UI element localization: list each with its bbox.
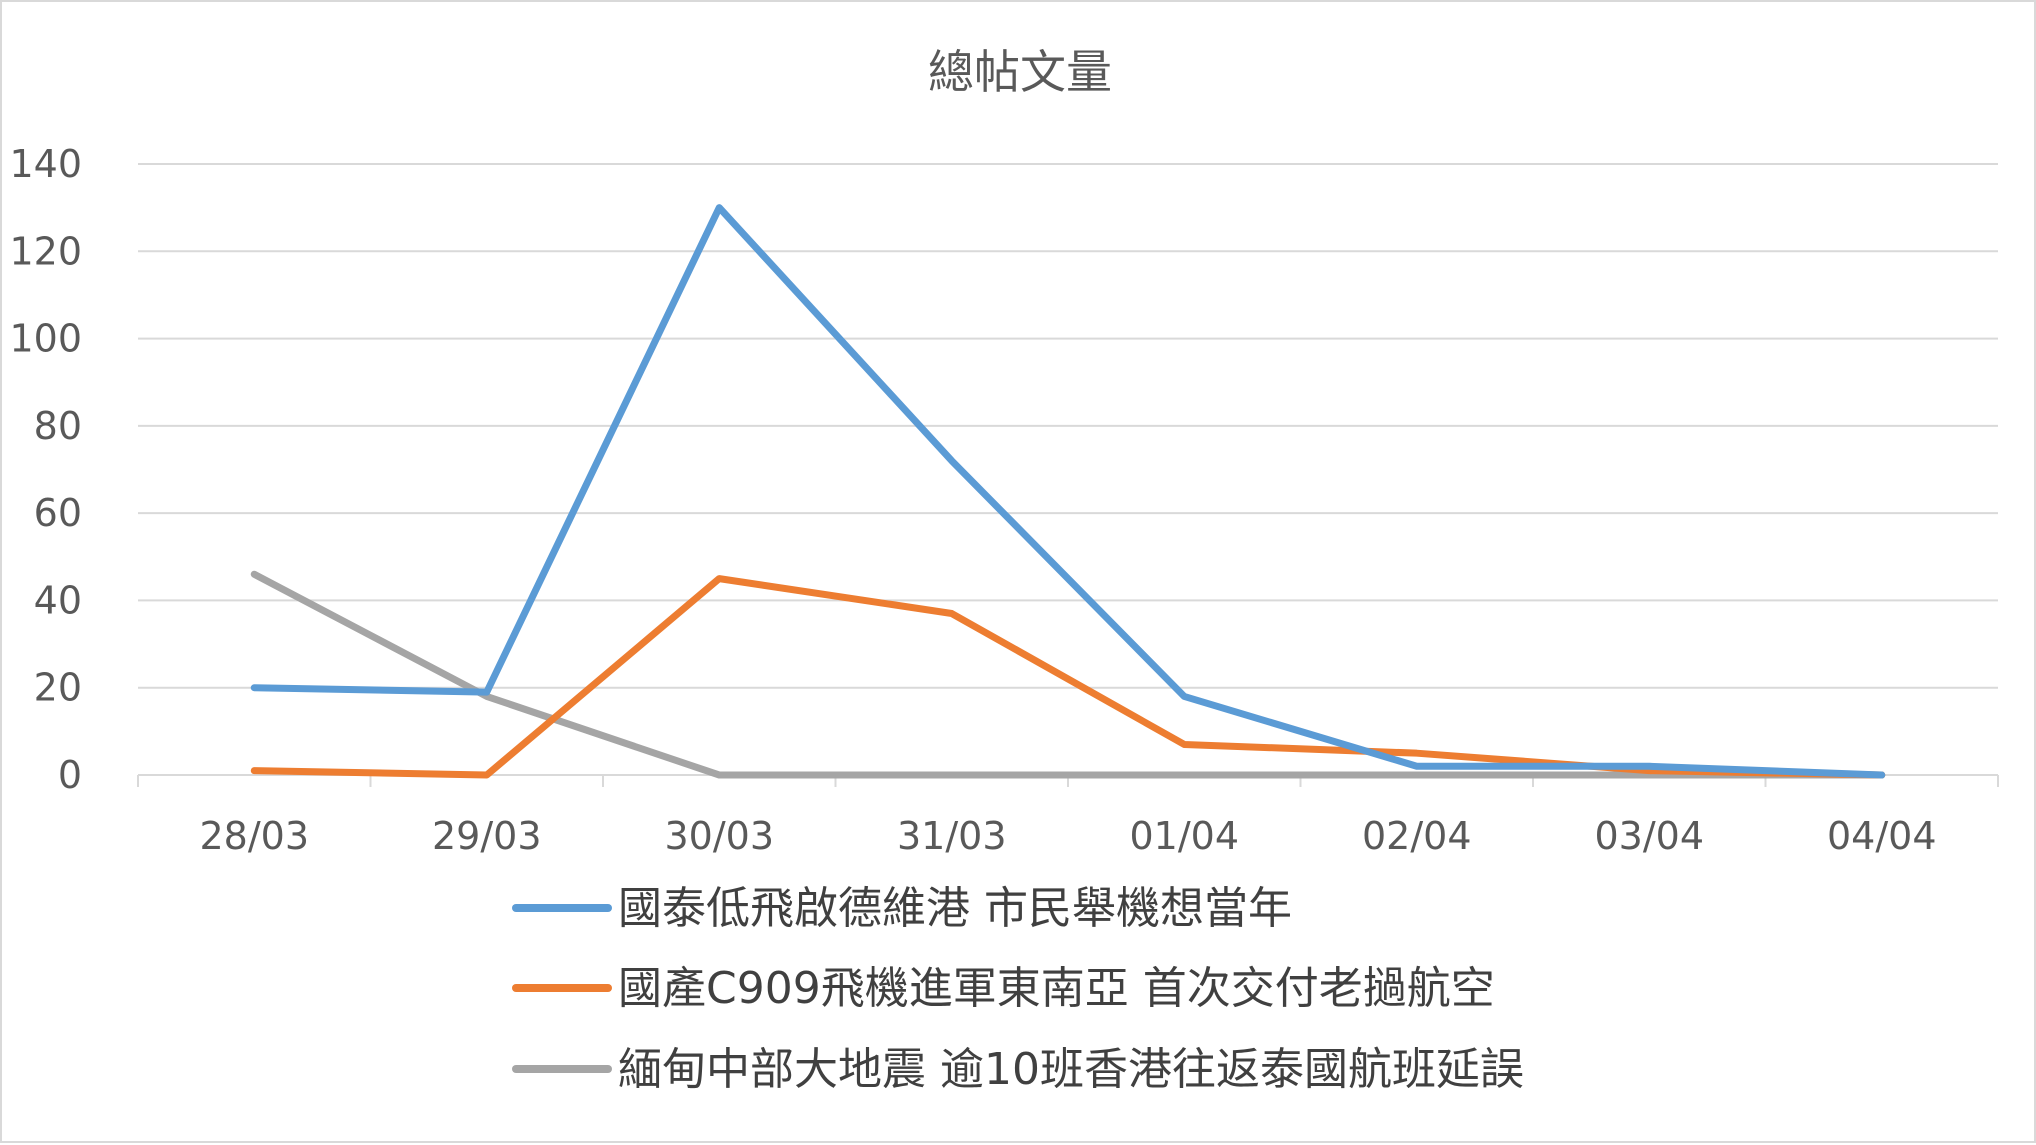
legend-label-2: 國產C909飛機進軍東南亞 首次交付老撾航空 (618, 963, 1495, 1014)
y-tick-label: 60 (34, 491, 82, 535)
x-tick-label: 29/03 (432, 814, 542, 858)
x-axis-ticks: 28/03 29/03 30/03 31/03 01/04 02/04 03/04 04/04 (199, 814, 1936, 858)
x-tick-label: 31/03 (897, 814, 1007, 858)
y-tick-label: 100 (9, 317, 82, 361)
series-line-2 (250, 575, 1886, 779)
chart-title: 總帖文量 (928, 45, 1112, 99)
gridlines (138, 163, 1998, 689)
x-tick-label: 04/04 (1827, 814, 1937, 858)
x-tick-label: 02/04 (1362, 814, 1472, 858)
y-tick-label: 20 (34, 666, 82, 710)
x-tick-label: 28/03 (199, 814, 309, 858)
y-tick-label: 0 (58, 753, 82, 797)
legend-label-1: 國泰低飛啟德維港 市民舉機想當年 (618, 883, 1292, 934)
legend-label-3: 緬甸中部大地震 逾10班香港往返泰國航班延誤 (618, 1044, 1524, 1095)
y-tick-label: 40 (34, 578, 82, 622)
y-tick-label: 120 (9, 229, 82, 273)
series-lines (250, 204, 1886, 779)
y-tick-label: 80 (34, 404, 82, 448)
y-axis-ticks: 0 20 40 60 80 100 120 140 (9, 142, 82, 797)
x-tick-label: 03/04 (1594, 814, 1704, 858)
x-tick-label: 01/04 (1129, 814, 1239, 858)
y-tick-label: 140 (9, 142, 82, 186)
series-line-1 (250, 204, 1886, 779)
series-line-3 (250, 570, 1886, 779)
x-tick-label: 30/03 (664, 814, 774, 858)
